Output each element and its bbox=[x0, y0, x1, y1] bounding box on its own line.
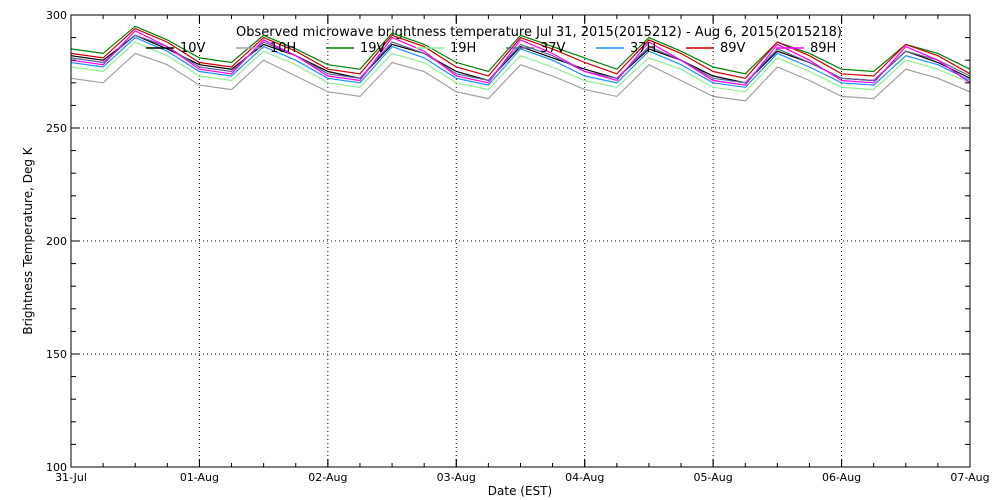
x-tick-label: 04-Aug bbox=[565, 471, 604, 484]
legend-label-19v: 19V bbox=[360, 41, 386, 56]
grid-lines bbox=[71, 15, 970, 467]
legend-label-19h: 19H bbox=[450, 41, 476, 56]
series-line-10h bbox=[70, 52, 971, 102]
legend-label-89h: 89H bbox=[810, 41, 836, 56]
y-axis-label: Brightness Temperature, Deg K bbox=[21, 146, 35, 334]
x-tick-label: 07-Aug bbox=[950, 471, 989, 484]
chart-title: Observed microwave brightness temperatur… bbox=[236, 25, 842, 40]
y-tick-label: 150 bbox=[46, 348, 67, 361]
series-line-19v bbox=[70, 25, 971, 75]
legend-label-37h: 37H bbox=[630, 41, 656, 56]
legend-label-89v: 89V bbox=[720, 41, 746, 56]
series-line-19h bbox=[70, 41, 971, 93]
y-tick-label: 300 bbox=[46, 9, 67, 22]
y-tick-label: 250 bbox=[46, 122, 67, 135]
series-line-89h bbox=[70, 30, 971, 86]
axes: 31-Jul 01-Aug 02-Aug 03-Aug 04-Aug 05-Aug 06-A… bbox=[46, 9, 990, 484]
y-tick-label: 200 bbox=[46, 235, 67, 248]
x-tick-label: 06-Aug bbox=[822, 471, 861, 484]
x-tick-label: 03-Aug bbox=[437, 471, 476, 484]
series-line-37v bbox=[70, 34, 971, 84]
x-tick-label: 05-Aug bbox=[694, 471, 733, 484]
legend-label-10v: 10V bbox=[180, 41, 206, 56]
series-line-37h bbox=[70, 36, 971, 88]
legend-label-37v: 37V bbox=[540, 41, 566, 56]
y-tick-label: 100 bbox=[46, 461, 67, 474]
series-lines bbox=[70, 25, 971, 102]
x-tick-label: 31-Jul bbox=[55, 471, 87, 484]
series-line-89v bbox=[70, 27, 971, 79]
legend: 10V 10H 19V 19H 37V 37H 89V 89H bbox=[146, 41, 836, 56]
x-tick-label: 01-Aug bbox=[180, 471, 219, 484]
legend-label-10h: 10H bbox=[270, 41, 296, 56]
x-axis-label: Date (EST) bbox=[488, 484, 552, 498]
x-tick-label: 02-Aug bbox=[308, 471, 347, 484]
